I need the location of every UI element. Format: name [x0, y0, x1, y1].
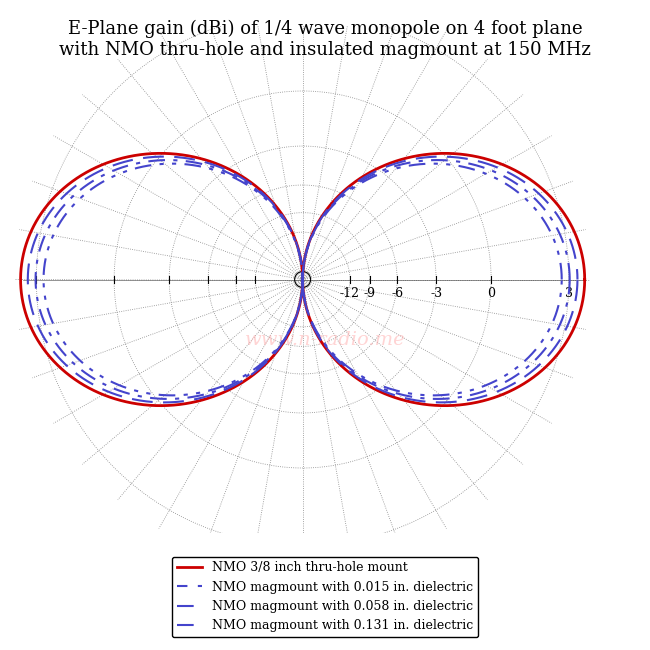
Text: -12: -12	[340, 287, 360, 300]
Legend: NMO 3/8 inch thru-hole mount, NMO magmount with 0.015 in. dielectric, NMO magmou: NMO 3/8 inch thru-hole mount, NMO magmou…	[172, 556, 478, 637]
Text: E-Plane gain (dBi) of 1/4 wave monopole on 4 foot plane
with NMO thru-hole and i: E-Plane gain (dBi) of 1/4 wave monopole …	[59, 20, 591, 58]
Text: www.n-radio.me: www.n-radio.me	[244, 332, 406, 349]
Text: -9: -9	[363, 287, 376, 300]
Text: 3: 3	[565, 287, 573, 300]
Text: -3: -3	[430, 287, 442, 300]
Text: 0: 0	[487, 287, 495, 300]
Text: -6: -6	[391, 287, 403, 300]
